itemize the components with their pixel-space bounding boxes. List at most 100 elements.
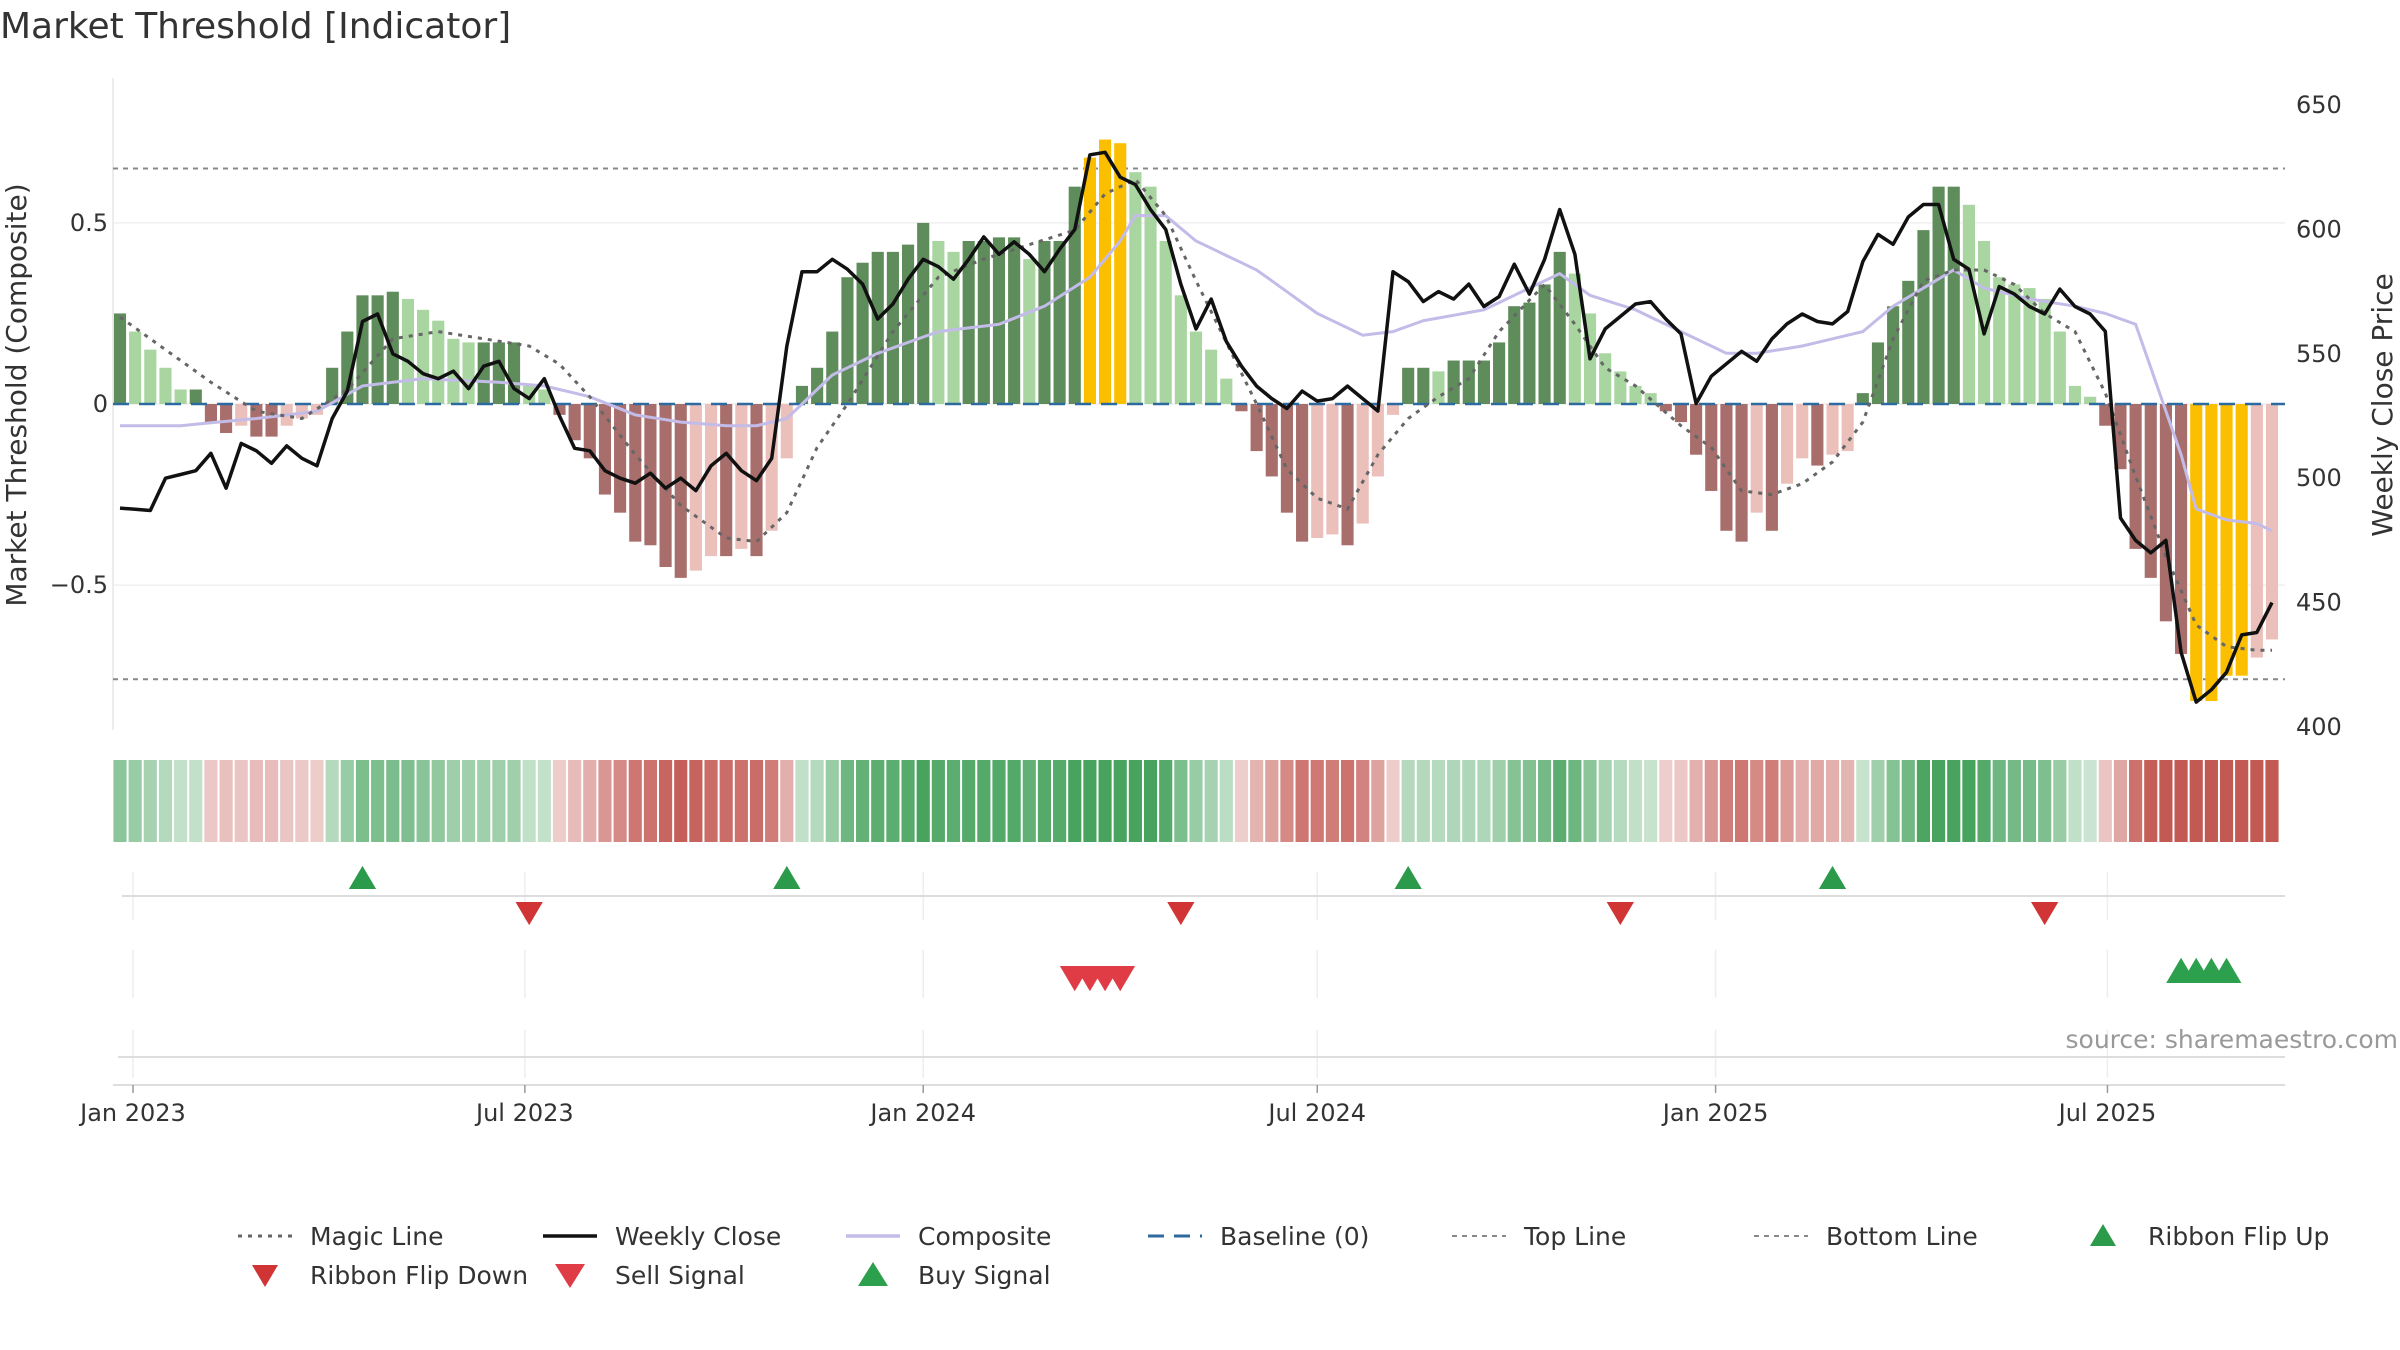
ribbon-cell <box>1234 760 1249 842</box>
chart-title: Market Threshold [Indicator] <box>0 6 511 47</box>
ribbon-cell <box>719 760 733 842</box>
ribbon-cell <box>249 760 263 842</box>
ribbon-cell <box>2129 760 2143 842</box>
ribbon-cell <box>583 760 597 842</box>
histogram-bar <box>1962 204 1975 404</box>
ribbon-cell <box>1719 760 1733 842</box>
ribbon-cell <box>340 760 354 842</box>
legend-label: Ribbon Flip Down <box>310 1261 528 1290</box>
legend-item: Magic Line <box>238 1222 444 1251</box>
histogram-bar <box>962 241 975 404</box>
histogram-bar <box>326 367 339 404</box>
ribbon-cell <box>310 760 324 842</box>
histogram-bar <box>144 349 157 404</box>
histogram-bar <box>1977 241 1991 404</box>
histogram-bar <box>1811 404 1824 466</box>
ribbon-flip-down-marker <box>2031 902 2059 926</box>
ribbon-cell <box>689 760 703 842</box>
histogram-bar <box>811 367 824 404</box>
histogram-bar <box>2114 404 2127 470</box>
ribbon-cell <box>1477 760 1491 842</box>
y2-tick-label: 450 <box>2296 589 2342 617</box>
ribbon-cell <box>1462 760 1476 842</box>
ribbon-cell <box>1098 760 1112 842</box>
ribbon-cell <box>2204 760 2218 842</box>
histogram-bar <box>1235 404 1248 412</box>
legend-label: Ribbon Flip Up <box>2148 1222 2329 1251</box>
ribbon-flip-up-marker <box>773 865 801 889</box>
histogram-bar <box>1053 241 1066 404</box>
ribbon-cell <box>1356 760 1370 842</box>
ribbon-cell <box>1810 760 1824 842</box>
ribbon-cell <box>234 760 248 842</box>
x-axis-ticks: Jan 2023 Jul 2023 Jan 2024 Jul 2024 Jan 2025… <box>78 1085 2156 1127</box>
ribbon-cell <box>795 760 809 842</box>
legend-label: Weekly Close <box>615 1222 781 1251</box>
ribbon-cell <box>1947 760 1961 842</box>
threshold-guides <box>113 167 2285 681</box>
legend-label: Composite <box>918 1222 1051 1251</box>
ribbon-cell <box>1416 760 1430 842</box>
histogram-bar <box>1265 404 1278 477</box>
histogram-bar <box>553 404 566 415</box>
ribbon-cell <box>401 760 415 842</box>
histogram-bar <box>492 342 505 404</box>
ribbon-cell <box>295 760 309 842</box>
histogram-bar <box>780 404 793 459</box>
histogram-bar <box>2023 288 2036 404</box>
histogram-bar <box>1493 342 1506 404</box>
histogram-bar <box>826 331 839 404</box>
histogram-bar <box>174 389 187 404</box>
histogram-bar <box>432 320 445 404</box>
histogram-bar <box>1386 404 1400 415</box>
ribbon-flip-down-marker <box>1167 902 1195 926</box>
histogram-bar <box>583 404 596 459</box>
histogram-bar <box>401 298 415 404</box>
ribbon-cell <box>1932 760 1946 842</box>
histogram-bar <box>1871 342 1885 404</box>
y-axis-label: Market Threshold (Composite) <box>0 183 33 606</box>
legend-item: Ribbon Flip Down <box>252 1261 528 1290</box>
histogram-bar <box>1326 404 1339 535</box>
ribbon-cell <box>1598 760 1612 842</box>
histogram-bar <box>856 262 869 404</box>
ribbon-cell <box>2265 760 2279 842</box>
histogram-bar <box>1902 280 1915 404</box>
histogram-bar <box>2053 331 2066 404</box>
histogram-bar <box>1856 393 1869 404</box>
histogram-bar <box>1947 186 1960 404</box>
y2-axis-label: Weekly Close Price <box>2366 273 2399 536</box>
ribbon-cell <box>886 760 900 842</box>
ribbon-cell <box>1674 760 1688 842</box>
histogram-bar <box>1735 404 1748 542</box>
histogram-bar <box>2205 404 2218 702</box>
histogram-bar <box>992 237 1006 404</box>
ribbon-cell <box>962 760 976 842</box>
ribbon-cell <box>189 760 203 842</box>
ribbon-flip-up-marker <box>348 865 377 889</box>
x-tick-label: Jan 2024 <box>868 1099 976 1127</box>
ribbon-cell <box>1113 760 1127 842</box>
ribbon-cell <box>1568 760 1582 842</box>
ribbon-cell <box>1219 760 1233 842</box>
ribbon-cell <box>1431 760 1446 842</box>
ribbon-cell <box>901 760 915 842</box>
histogram-bar <box>1008 237 1021 404</box>
ribbon-cell <box>628 760 642 842</box>
ribbon-flip-up-marker <box>1394 865 1422 889</box>
legend-label: Bottom Line <box>1826 1222 1978 1251</box>
ribbon-cell <box>1795 760 1809 842</box>
histogram-bar <box>2068 385 2082 404</box>
histogram-bar <box>220 404 233 433</box>
x-tick-label: Jul 2025 <box>2057 1099 2157 1127</box>
y2-axis-ticks: 650 600 550 500 450 400 <box>2296 91 2342 741</box>
ribbon-cell <box>1447 760 1461 842</box>
y-tick-label: 0.5 <box>70 209 108 237</box>
legend-item: Bottom Line <box>1754 1222 1978 1251</box>
histogram-bar <box>1129 172 1142 404</box>
ribbon-cell <box>1962 760 1976 842</box>
histogram-bar <box>1614 371 1627 404</box>
ribbon-cell <box>371 760 385 842</box>
ribbon-cell <box>1007 760 1021 842</box>
histogram-bar <box>720 404 733 557</box>
